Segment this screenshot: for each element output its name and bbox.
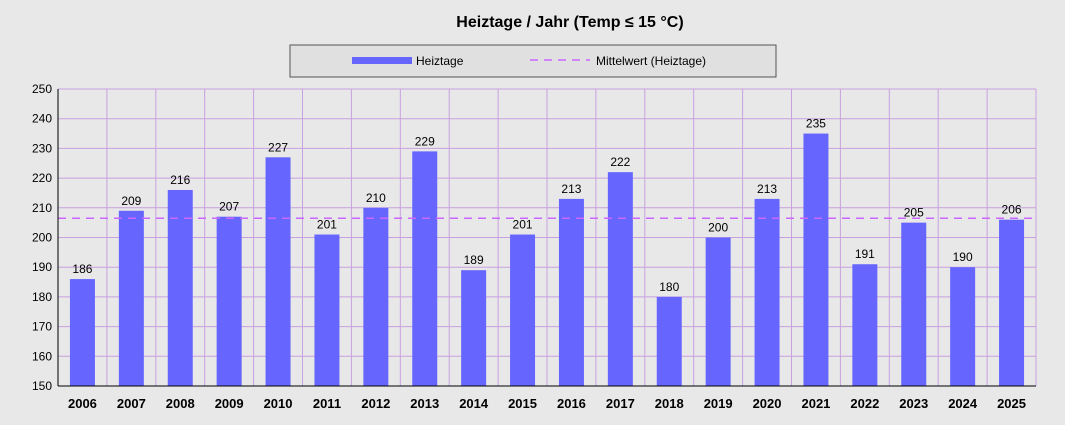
bar-value-label: 213 xyxy=(561,182,581,196)
bar xyxy=(607,172,633,386)
bar-value-label: 205 xyxy=(904,206,924,220)
bar-value-label: 191 xyxy=(855,247,875,261)
x-tick-label: 2020 xyxy=(753,396,782,411)
bar-value-label: 186 xyxy=(72,262,92,276)
x-tick-label: 2014 xyxy=(459,396,489,411)
bar xyxy=(69,279,95,386)
x-tick-label: 2007 xyxy=(117,396,146,411)
legend-bar-swatch xyxy=(352,57,412,64)
x-tick-label: 2021 xyxy=(801,396,830,411)
bar-value-label: 213 xyxy=(757,182,777,196)
bar xyxy=(461,270,487,386)
bar xyxy=(901,222,927,386)
bar-value-label: 235 xyxy=(806,117,826,131)
bar-value-label: 180 xyxy=(659,280,679,294)
x-tick-label: 2018 xyxy=(655,396,684,411)
bar-value-label: 229 xyxy=(415,134,435,148)
bar xyxy=(265,157,291,386)
x-tick-label: 2016 xyxy=(557,396,586,411)
bar-value-label: 201 xyxy=(317,218,337,232)
bar xyxy=(216,216,242,386)
x-tick-label: 2009 xyxy=(215,396,244,411)
bar-value-label: 222 xyxy=(610,155,630,169)
bar xyxy=(999,219,1025,386)
bar-value-label: 201 xyxy=(513,218,533,232)
y-tick-label: 200 xyxy=(32,231,52,245)
x-tick-label: 2006 xyxy=(68,396,97,411)
x-tick-label: 2017 xyxy=(606,396,635,411)
bar xyxy=(656,296,682,386)
bar-value-label: 206 xyxy=(1002,203,1022,217)
bar xyxy=(754,198,780,386)
bar xyxy=(363,207,389,386)
x-tick-label: 2008 xyxy=(166,396,195,411)
y-tick-label: 160 xyxy=(32,349,52,363)
bar xyxy=(412,151,438,386)
bar xyxy=(950,267,976,386)
x-tick-label: 2025 xyxy=(997,396,1026,411)
bar-value-label: 207 xyxy=(219,200,239,214)
y-tick-label: 180 xyxy=(32,290,52,304)
y-tick-label: 220 xyxy=(32,171,52,185)
bar-value-label: 227 xyxy=(268,140,288,154)
bar xyxy=(510,234,536,386)
y-tick-label: 230 xyxy=(32,141,52,155)
x-tick-label: 2010 xyxy=(264,396,293,411)
y-tick-label: 250 xyxy=(32,82,52,96)
bar xyxy=(118,210,144,386)
legend-bar-label: Heiztage xyxy=(416,54,464,68)
y-tick-label: 240 xyxy=(32,112,52,126)
bar-value-label: 189 xyxy=(464,253,484,267)
bar xyxy=(705,237,731,386)
x-tick-label: 2015 xyxy=(508,396,537,411)
bar-value-label: 216 xyxy=(170,173,190,187)
x-tick-label: 2011 xyxy=(313,396,341,411)
bar-value-label: 210 xyxy=(366,191,386,205)
x-tick-label: 2023 xyxy=(899,396,928,411)
y-tick-label: 170 xyxy=(32,320,52,334)
data-labels: 186 209 216 207 227 201 210 229 189 201 213 222 180 2… xyxy=(72,117,1021,294)
bar xyxy=(314,234,340,386)
bar-value-label: 200 xyxy=(708,221,728,235)
legend-mean-label: Mittelwert (Heiztage) xyxy=(596,54,706,68)
y-tick-label: 150 xyxy=(32,379,52,393)
bar xyxy=(852,264,878,386)
bar xyxy=(167,189,193,386)
bar xyxy=(803,133,829,386)
legend: Heiztage Mittelwert (Heiztage) xyxy=(289,44,777,78)
x-tick-label: 2012 xyxy=(361,396,390,411)
x-tick-label: 2019 xyxy=(704,396,733,411)
grid xyxy=(57,88,1037,387)
axes: 150 160 170 180 190 200 210 220 230 240 250 2006 200… xyxy=(32,82,1036,411)
bars xyxy=(69,133,1025,386)
bar-value-label: 190 xyxy=(953,250,973,264)
x-tick-label: 2022 xyxy=(850,396,879,411)
y-tick-label: 190 xyxy=(32,260,52,274)
x-tick-label: 2013 xyxy=(410,396,439,411)
chart-title: Heiztage / Jahr (Temp ≤ 15 °C) xyxy=(456,14,683,31)
bar xyxy=(558,198,584,386)
bar-value-label: 209 xyxy=(121,194,141,208)
x-tick-label: 2024 xyxy=(948,396,978,411)
y-tick-label: 210 xyxy=(32,201,52,215)
